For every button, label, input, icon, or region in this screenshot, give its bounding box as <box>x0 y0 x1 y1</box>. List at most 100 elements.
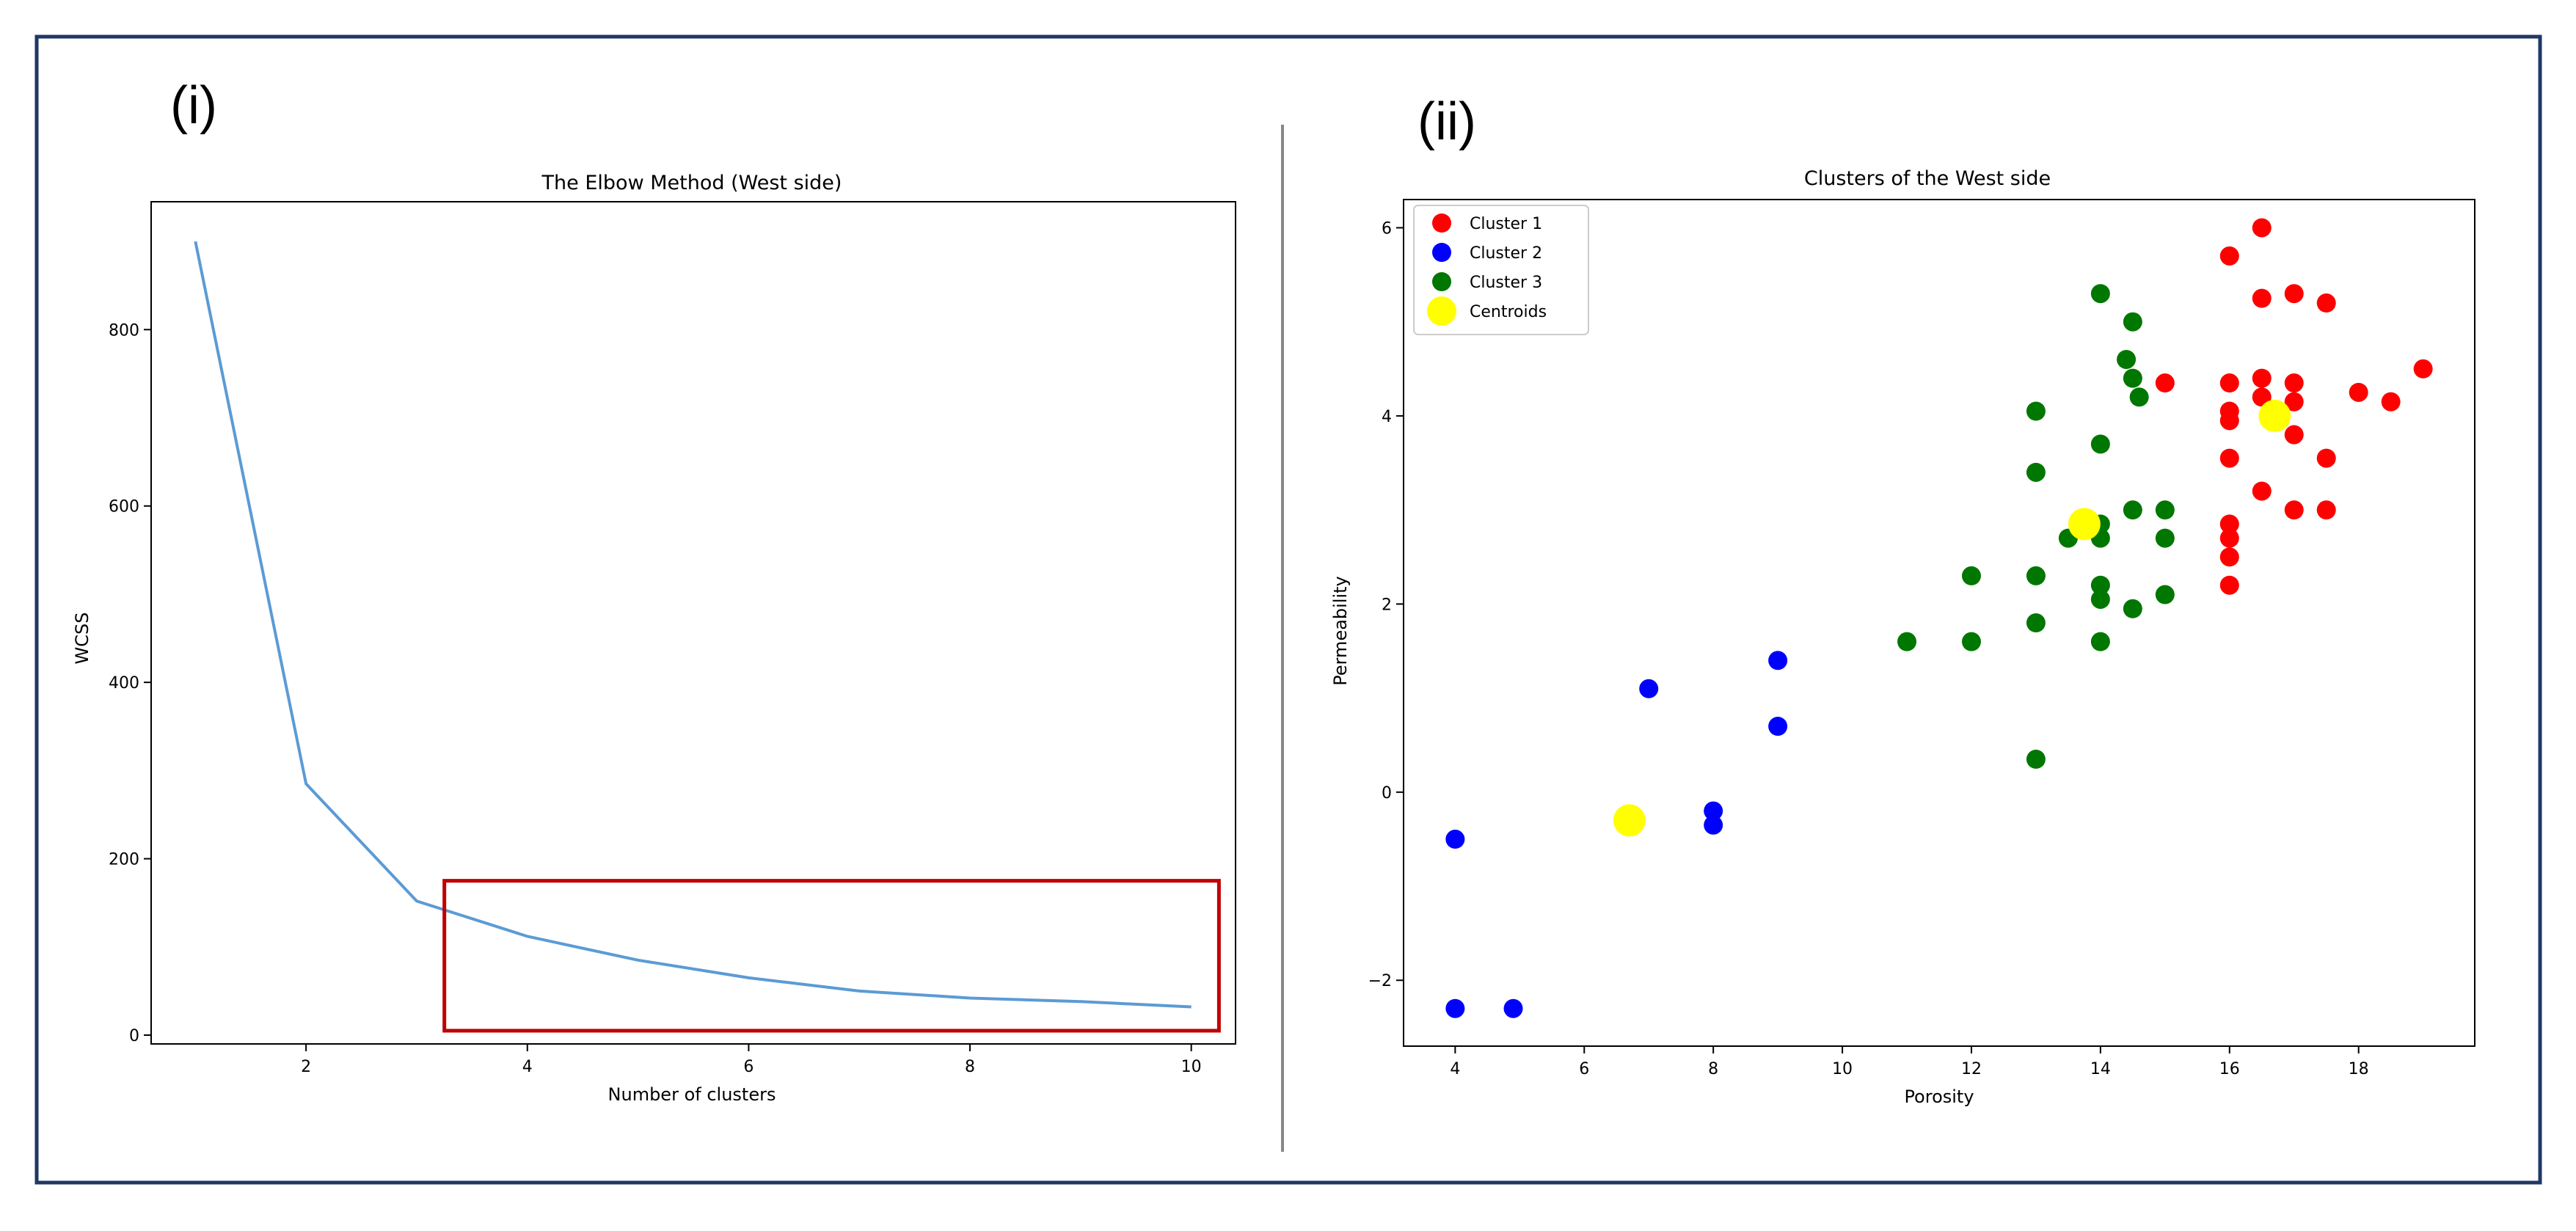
legend-frame <box>1413 205 1589 335</box>
centroids-point <box>2068 508 2101 541</box>
elbow-chart: The Elbow Method (West side) 2 4 6 8 10 0 200… <box>72 172 1236 1105</box>
scatter-title: Clusters of the West side <box>1804 167 2051 190</box>
cluster-2-point <box>1503 998 1523 1018</box>
cluster-3-point <box>2123 312 2142 332</box>
elbow-y-ticks: 0 200 400 600 800 <box>109 321 151 1045</box>
cluster-2-point <box>1704 815 1723 835</box>
cluster-2-point <box>1704 801 1723 821</box>
cluster-3-point <box>2123 368 2142 388</box>
elbow-y-axis-label: WCSS <box>72 613 92 665</box>
legend-label-centroids: Centroids <box>1470 303 1547 321</box>
scatter-y-tick-label: 2 <box>1382 596 1392 614</box>
scatter-chart: Clusters of the West side 4 6 8 10 12 14 16 18 … <box>1330 167 2475 1107</box>
elbow-y-tick-label: 400 <box>109 674 139 693</box>
cluster-2-point <box>1639 679 1659 698</box>
elbow-y-tick-label: 600 <box>109 498 139 516</box>
elbow-x-ticks: 2 4 6 8 10 <box>301 1044 1202 1076</box>
cluster-1-point <box>2219 411 2239 431</box>
elbow-title: The Elbow Method (West side) <box>541 172 842 194</box>
cluster-1-point <box>2252 368 2272 388</box>
cluster-1-point <box>2252 288 2272 308</box>
cluster-1-point <box>2219 575 2239 595</box>
panel-label-ii: (ii) <box>1417 92 1476 151</box>
legend-label-cluster-2: Cluster 2 <box>1470 244 1542 263</box>
cluster-3-point <box>2123 500 2142 520</box>
scatter-x-tick-label: 4 <box>1450 1060 1460 1078</box>
legend-marker-centroids <box>1427 296 1456 326</box>
cluster-1-point <box>2219 373 2239 393</box>
scatter-x-tick-label: 6 <box>1579 1060 1589 1078</box>
panel-label-i: (i) <box>170 76 217 135</box>
cluster-3-point <box>2026 566 2046 585</box>
cluster-1-point <box>2381 392 2401 412</box>
cluster-1-point <box>2219 528 2239 548</box>
cluster-3-point <box>2026 749 2046 769</box>
cluster-1-point <box>2284 392 2304 412</box>
cluster-2-point <box>1768 717 1788 737</box>
scatter-x-tick-label: 14 <box>2090 1060 2111 1078</box>
scatter-x-tick-label: 18 <box>2349 1060 2369 1078</box>
elbow-x-tick-label: 10 <box>1181 1058 1202 1076</box>
cluster-3-point <box>2026 613 2046 632</box>
centroids-point <box>1613 804 1646 837</box>
elbow-y-tick-label: 200 <box>109 851 139 869</box>
scatter-plot-area <box>1403 199 2475 1047</box>
cluster-1-point <box>2219 246 2239 266</box>
cluster-3-point <box>2129 387 2149 407</box>
cluster-1-point <box>2316 448 2336 468</box>
cluster-1-point <box>2284 373 2304 393</box>
cluster-3-point <box>1897 632 1917 651</box>
scatter-x-tick-label: 10 <box>1832 1060 1853 1078</box>
cluster-1-point <box>2316 500 2336 520</box>
cluster-3-point <box>1961 632 1981 651</box>
centroids-point <box>2258 399 2291 432</box>
scatter-y-tick-label: 4 <box>1382 408 1392 426</box>
scatter-legend: Cluster 1 Cluster 2 Cluster 3 Centroids <box>1413 205 1589 335</box>
scatter-y-tick-label: 6 <box>1382 219 1392 238</box>
cluster-3-point <box>1961 566 1981 585</box>
cluster-3-point <box>2123 599 2142 618</box>
cluster-2-point <box>1445 998 1465 1018</box>
elbow-x-tick-label: 6 <box>743 1058 754 1076</box>
cluster-1-point <box>2252 218 2272 238</box>
cluster-3-point <box>2155 585 2175 604</box>
cluster-1-point <box>2219 448 2239 468</box>
scatter-y-axis-label: Permeability <box>1330 576 1351 686</box>
cluster-1-point <box>2284 500 2304 520</box>
cluster-1-point <box>2155 373 2175 393</box>
elbow-plot-area <box>150 201 1236 1045</box>
cluster-2-point <box>1445 829 1465 849</box>
scatter-y-ticks: −2 0 2 4 6 <box>1368 219 1404 990</box>
cluster-1-point <box>2349 382 2368 402</box>
cluster-1-point <box>2252 387 2272 407</box>
outer-frame <box>34 34 2542 1185</box>
cluster-3-point <box>2026 462 2046 482</box>
elbow-x-tick-label: 2 <box>301 1058 311 1076</box>
scatter-x-ticks: 4 6 8 10 12 14 16 18 <box>1450 1046 2369 1078</box>
elbow-x-axis-label: Number of clusters <box>608 1084 776 1105</box>
legend-marker-cluster-3 <box>1432 272 1451 291</box>
cluster-3-point <box>2117 349 2137 369</box>
cluster-1-point <box>2284 284 2304 304</box>
elbow-highlight-box <box>442 879 1221 1033</box>
cluster-2-point <box>1768 651 1788 671</box>
elbow-y-tick-label: 800 <box>109 321 139 340</box>
elbow-series-line <box>194 241 1192 1009</box>
legend-label-cluster-3: Cluster 3 <box>1470 274 1542 292</box>
cluster-1-point <box>2316 293 2336 313</box>
elbow-x-tick-label: 4 <box>522 1058 533 1076</box>
scatter-x-tick-label: 12 <box>1961 1060 1982 1078</box>
scatter-x-tick-label: 8 <box>1708 1060 1718 1078</box>
cluster-1-point <box>2413 359 2433 379</box>
cluster-1-point <box>2252 481 2272 501</box>
cluster-1-point <box>2219 514 2239 534</box>
scatter-y-tick-label: −2 <box>1368 972 1392 990</box>
cluster-3-point <box>2090 284 2110 304</box>
elbow-y-tick-label: 0 <box>129 1027 139 1045</box>
legend-marker-cluster-2 <box>1432 243 1451 262</box>
scatter-points <box>1445 218 2433 1018</box>
cluster-3-point <box>2155 500 2175 520</box>
scatter-x-tick-label: 16 <box>2219 1060 2240 1078</box>
